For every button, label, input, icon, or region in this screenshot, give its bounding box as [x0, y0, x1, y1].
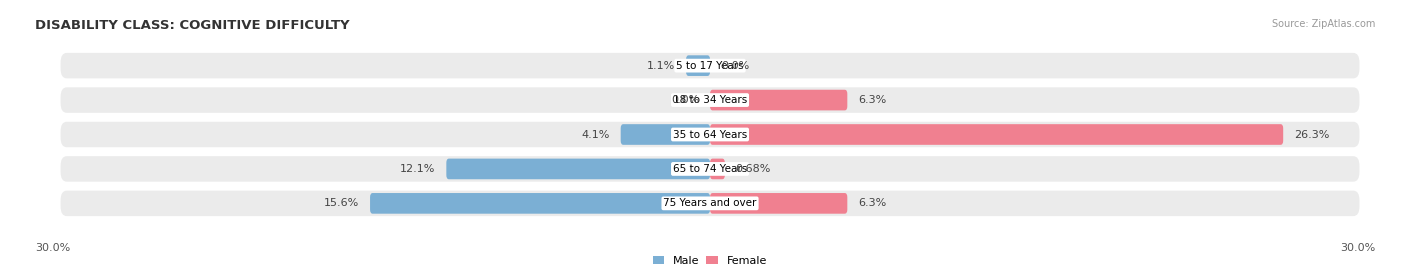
- FancyBboxPatch shape: [60, 156, 1360, 182]
- Text: Source: ZipAtlas.com: Source: ZipAtlas.com: [1271, 19, 1375, 29]
- Text: 4.1%: 4.1%: [582, 129, 610, 140]
- FancyBboxPatch shape: [710, 159, 725, 179]
- FancyBboxPatch shape: [710, 193, 848, 214]
- Legend: Male, Female: Male, Female: [648, 251, 772, 269]
- FancyBboxPatch shape: [686, 55, 710, 76]
- Text: 18 to 34 Years: 18 to 34 Years: [673, 95, 747, 105]
- FancyBboxPatch shape: [370, 193, 710, 214]
- FancyBboxPatch shape: [60, 191, 1360, 216]
- Text: 0.68%: 0.68%: [735, 164, 770, 174]
- Text: 6.3%: 6.3%: [858, 95, 886, 105]
- Text: 6.3%: 6.3%: [858, 198, 886, 208]
- Text: 35 to 64 Years: 35 to 64 Years: [673, 129, 747, 140]
- FancyBboxPatch shape: [60, 87, 1360, 113]
- Text: 75 Years and over: 75 Years and over: [664, 198, 756, 208]
- FancyBboxPatch shape: [60, 122, 1360, 147]
- Text: 30.0%: 30.0%: [35, 243, 70, 253]
- Text: DISABILITY CLASS: COGNITIVE DIFFICULTY: DISABILITY CLASS: COGNITIVE DIFFICULTY: [35, 19, 350, 32]
- Text: 1.1%: 1.1%: [647, 61, 675, 71]
- FancyBboxPatch shape: [710, 90, 848, 110]
- Text: 30.0%: 30.0%: [1340, 243, 1375, 253]
- FancyBboxPatch shape: [60, 53, 1360, 78]
- Text: 5 to 17 Years: 5 to 17 Years: [676, 61, 744, 71]
- FancyBboxPatch shape: [446, 159, 710, 179]
- Text: 26.3%: 26.3%: [1294, 129, 1330, 140]
- Text: 0.0%: 0.0%: [671, 95, 699, 105]
- Text: 65 to 74 Years: 65 to 74 Years: [673, 164, 747, 174]
- Text: 12.1%: 12.1%: [401, 164, 436, 174]
- Text: 15.6%: 15.6%: [323, 198, 359, 208]
- FancyBboxPatch shape: [620, 124, 710, 145]
- FancyBboxPatch shape: [710, 124, 1284, 145]
- Text: 0.0%: 0.0%: [721, 61, 749, 71]
